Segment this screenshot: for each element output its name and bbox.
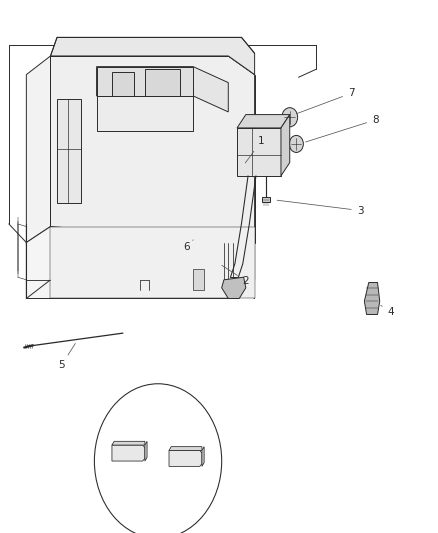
Polygon shape — [96, 67, 228, 112]
Polygon shape — [96, 96, 193, 131]
Text: 7: 7 — [296, 88, 354, 114]
Ellipse shape — [136, 236, 197, 276]
Text: 9: 9 — [108, 466, 118, 491]
Circle shape — [122, 229, 136, 246]
Polygon shape — [57, 99, 81, 203]
Polygon shape — [364, 282, 379, 314]
Circle shape — [289, 135, 303, 152]
Polygon shape — [169, 447, 201, 450]
Circle shape — [115, 62, 131, 82]
Circle shape — [62, 113, 74, 127]
Polygon shape — [237, 128, 280, 176]
Circle shape — [76, 212, 86, 225]
Polygon shape — [201, 447, 204, 466]
Text: 8: 8 — [305, 115, 378, 142]
Text: 2: 2 — [221, 265, 249, 286]
Polygon shape — [237, 115, 289, 128]
Polygon shape — [26, 227, 254, 298]
Text: 5: 5 — [58, 343, 75, 370]
Circle shape — [62, 177, 74, 191]
Polygon shape — [112, 72, 134, 96]
Polygon shape — [193, 269, 204, 290]
Polygon shape — [221, 277, 245, 298]
Polygon shape — [50, 37, 254, 75]
Polygon shape — [96, 67, 193, 96]
Text: 10: 10 — [184, 461, 208, 478]
Circle shape — [281, 108, 297, 127]
Polygon shape — [145, 69, 180, 96]
Text: 6: 6 — [183, 240, 193, 252]
Circle shape — [94, 384, 221, 533]
Polygon shape — [145, 441, 147, 461]
Text: 1: 1 — [245, 136, 264, 163]
Polygon shape — [50, 227, 254, 298]
Polygon shape — [112, 445, 145, 461]
Polygon shape — [112, 441, 145, 445]
Text: 3: 3 — [276, 200, 363, 215]
Bar — [239, 160, 247, 171]
Bar — [95, 446, 103, 461]
Circle shape — [196, 230, 207, 244]
Polygon shape — [280, 115, 289, 176]
Text: 4: 4 — [380, 305, 393, 317]
Polygon shape — [169, 450, 201, 466]
Polygon shape — [261, 197, 269, 202]
Polygon shape — [26, 56, 50, 243]
Circle shape — [153, 60, 171, 81]
Polygon shape — [50, 56, 254, 243]
Ellipse shape — [82, 255, 110, 278]
Bar — [152, 452, 160, 466]
